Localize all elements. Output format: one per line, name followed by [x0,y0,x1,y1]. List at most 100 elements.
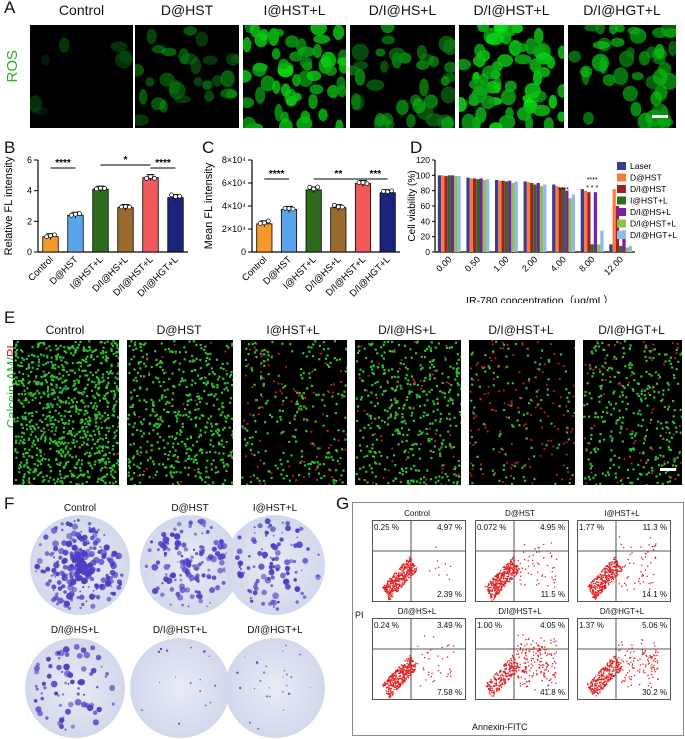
data-point [144,176,149,181]
colony-formation-dish [25,638,125,738]
y-tick-label: 20 [421,232,431,242]
live-dead-stain-image [469,340,575,485]
bar [526,182,531,252]
bar [498,180,502,252]
ros-fluorescence-image [243,25,346,128]
panel-c-letter: C [202,138,215,157]
data-point [98,185,103,191]
legend-swatch [617,231,626,239]
legend-label: D/I@HS+L [630,207,671,217]
y-tick-label: 2×10⁴ [222,224,246,234]
bar [280,209,298,253]
quadrant-percentage: 1.77 % [579,523,604,532]
bar [256,223,273,253]
bar [444,176,448,252]
live-dead-col-title: I@HST+L [266,323,320,337]
bar [450,175,455,252]
legend-swatch [617,185,626,193]
bar [561,187,566,252]
bar [555,186,559,252]
y-tick-label: 100 [416,170,430,180]
flow-plot-title: D@HST [505,509,535,518]
data-point [44,234,49,240]
chart-d: 0 20 40 60 80 100 120 Cell viability (%) 0.00 0.5… [407,155,677,303]
data-point [331,202,337,208]
bar [117,207,134,253]
y-tick-label: 80 [421,186,431,196]
y-tick-label: 0 [27,247,32,257]
flow-dot-plot [577,618,671,700]
data-point [282,206,288,211]
bar [583,190,588,252]
legend-label: D/I@HST+L [630,219,676,229]
bar [536,183,540,252]
quadrant-percentage: 30.2 % [642,688,667,697]
quadrant-percentage: 0.25 % [374,523,399,532]
ros-row-label: ROS [4,50,21,83]
significance-mark: **** [155,158,171,169]
y-tick-label: 8×10⁴ [222,155,246,165]
significance-mark: *** [369,169,381,180]
ros-fluorescence-image [350,25,455,128]
significance-mark: **** [269,169,285,180]
data-point [169,192,174,198]
bar [501,180,505,252]
data-point [127,204,132,210]
colony-dish-title: D/I@HGT+L [247,625,303,636]
y-axis-label: Cell viability (%) [407,170,418,241]
bar [441,175,445,252]
live-dead-col-title: D/I@HGT+L [598,323,665,337]
quadrant-percentage: 41.8 % [540,688,565,697]
x-tick-label: 0.00 [434,254,453,273]
panel-e-letter: E [4,308,16,327]
bar [622,230,626,252]
y-tick-label: 0 [241,247,246,257]
quadrant-percentage: 11.3 % [642,523,667,532]
significance-mark: * * * [586,185,598,192]
y-tick-label: 6×10⁴ [222,178,246,188]
data-point [385,189,391,195]
live-dead-stain-image [241,340,347,485]
x-tick-label: 0.50 [463,254,482,273]
data-point [360,180,366,185]
y-tick-label: 0 [425,247,430,257]
data-point [177,193,182,199]
bar [330,207,347,253]
panel-b-letter: B [4,138,16,157]
y-tick-label: 40 [421,216,431,226]
flow-dot-plot [475,618,569,700]
bar [533,184,537,252]
data-point [290,206,296,212]
data-point [119,204,124,210]
quadrant-percentage: 3.49 % [437,621,462,630]
x-axis-label: IR-780 concentration（μg/mL） [466,295,614,303]
colony-formation-dish [225,638,325,738]
bar [504,181,509,252]
ros-col-title: D/I@HST+L [473,2,550,18]
data-point [52,232,57,238]
bar [565,190,569,252]
x-tick-label: 1.00 [491,254,510,273]
bar [457,176,461,252]
bar [514,181,518,252]
ros-fluorescence-image [568,25,676,128]
live-dead-stain-image [13,340,119,485]
live-dead-col-title: Control [45,323,85,337]
significance-mark: **** [587,177,598,184]
data-point [335,204,341,210]
colony-dish-title: I@HST+L [252,503,298,514]
bar [558,187,562,252]
quadrant-percentage: 2.39 % [437,590,462,599]
legend-label: D@HST [630,173,662,183]
data-point [257,221,263,226]
flow-dot-plot [372,618,466,700]
bar [476,179,480,252]
bar [571,194,575,252]
data-point [389,188,395,194]
ros-col-title: Control [58,2,105,18]
quadrant-percentage: 5.06 % [642,621,667,630]
ros-col-title: D/I@HS+L [368,2,437,18]
data-point [261,220,267,226]
x-tick-label: 4.00 [549,254,568,273]
colony-formation-dish [130,638,230,738]
